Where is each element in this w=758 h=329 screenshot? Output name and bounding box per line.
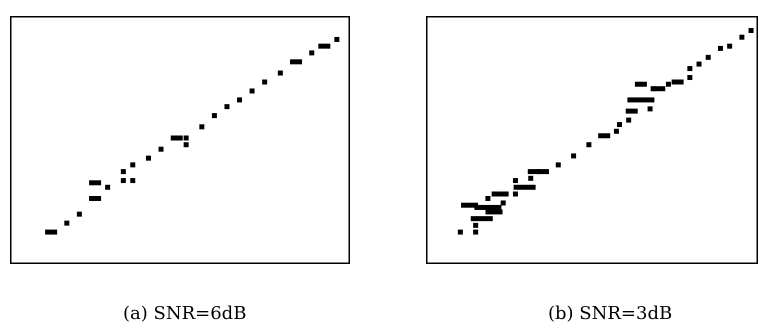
scatter-plot-a: [10, 16, 350, 264]
subfigure-b: [426, 16, 758, 264]
data-point-b-21: [613, 128, 619, 134]
data-point-a-10: [130, 162, 136, 168]
data-point-b-14: [528, 175, 534, 181]
data-point-b-15: [527, 169, 540, 175]
data-point-a-22: [277, 70, 283, 76]
data-point-b-12: [512, 178, 518, 184]
data-point-b-28: [650, 86, 656, 92]
data-point-b-2: [461, 202, 479, 208]
data-point-a-4: [89, 195, 102, 201]
data-point-a-1: [45, 229, 58, 235]
data-point-b-39: [748, 27, 754, 33]
data-point-b-9: [491, 191, 509, 197]
data-point-a-18: [224, 104, 230, 110]
data-point-b-10: [500, 200, 506, 206]
data-point-a-16: [199, 124, 205, 130]
data-point-a-19: [237, 97, 243, 103]
data-point-b-36: [717, 45, 723, 51]
data-point-b-17: [555, 162, 561, 168]
data-point-a-6: [105, 184, 111, 190]
data-point-a-17: [211, 113, 217, 119]
data-point-b-6: [474, 204, 502, 210]
data-point-b-22: [616, 122, 622, 128]
data-point-a-2: [64, 220, 70, 226]
data-point-b-34: [696, 61, 702, 67]
data-point-a-24: [309, 50, 315, 56]
data-point-b-35: [705, 54, 711, 60]
data-point-b-31: [671, 79, 684, 85]
data-point-a-7: [120, 178, 126, 184]
data-point-b-25: [627, 97, 655, 103]
data-point-b-3: [473, 229, 479, 235]
data-point-b-1: [457, 229, 463, 235]
subfigure-a: [10, 16, 350, 264]
data-point-a-11: [145, 155, 151, 161]
data-point-a-9: [130, 178, 136, 184]
data-point-b-32: [687, 75, 693, 81]
scatter-plot-b: [426, 16, 758, 264]
data-point-b-13: [513, 184, 536, 190]
data-point-a-13: [170, 135, 183, 141]
data-point-b-26: [634, 81, 647, 87]
data-point-a-23: [290, 59, 303, 65]
data-point-b-20: [598, 133, 611, 139]
data-point-b-11: [512, 191, 518, 197]
data-point-b-38: [739, 34, 745, 40]
data-point-b-16: [536, 169, 549, 175]
data-point-a-21: [262, 79, 268, 85]
data-point-a-15: [183, 142, 189, 148]
data-point-b-27: [647, 106, 653, 112]
data-point-a-8: [120, 169, 126, 175]
data-point-b-7: [485, 195, 491, 201]
data-point-a-20: [249, 88, 255, 94]
data-point-a-5: [89, 180, 102, 186]
plot-frame-b: [426, 16, 758, 264]
data-point-a-12: [158, 146, 164, 152]
data-point-a-3: [76, 211, 82, 217]
data-point-a-26: [334, 36, 340, 42]
data-point-b-18: [571, 153, 577, 159]
data-point-b-23: [626, 117, 632, 123]
data-point-b-24: [625, 108, 638, 114]
caption-b: (b) SNR=3dB: [548, 303, 673, 324]
data-point-a-25: [318, 43, 331, 49]
data-point-b-19: [586, 142, 592, 148]
data-point-b-8: [485, 209, 503, 215]
caption-a: (a) SNR=6dB: [123, 303, 247, 324]
data-point-b-30: [665, 81, 671, 87]
data-point-b-37: [727, 43, 733, 49]
data-point-a-14: [183, 135, 189, 141]
data-point-b-29: [653, 86, 666, 92]
data-point-b-33: [687, 66, 693, 72]
data-point-b-4: [473, 222, 479, 228]
data-point-b-5: [470, 216, 493, 222]
